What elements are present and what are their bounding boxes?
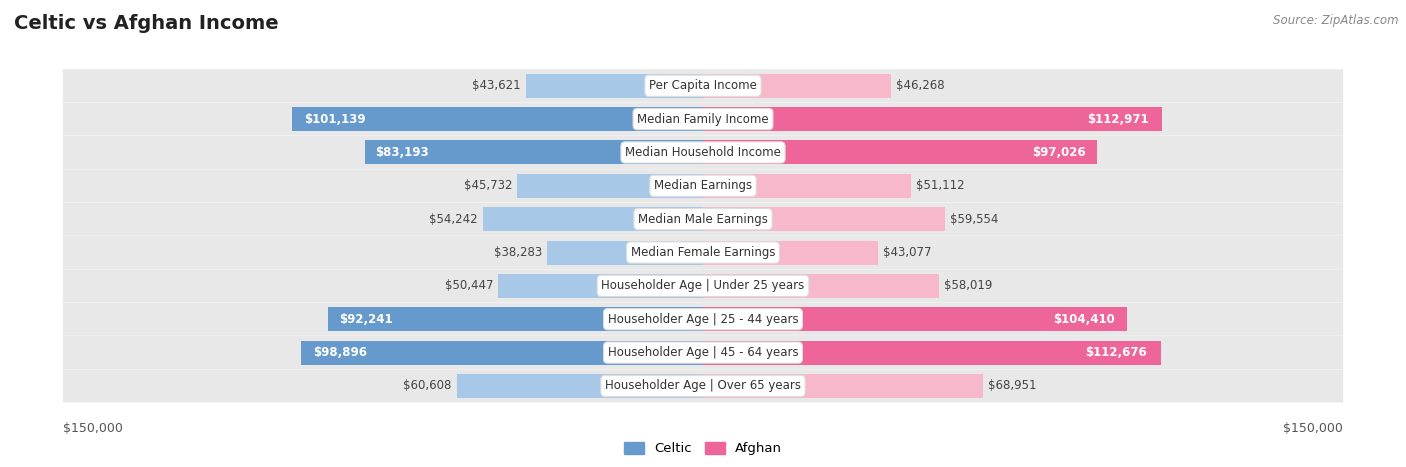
Bar xyxy=(517,174,703,198)
Bar xyxy=(457,374,703,398)
Text: $112,676: $112,676 xyxy=(1085,346,1147,359)
Text: Median Female Earnings: Median Female Earnings xyxy=(631,246,775,259)
Bar xyxy=(703,174,911,198)
Bar xyxy=(547,241,703,264)
Text: $83,193: $83,193 xyxy=(375,146,429,159)
FancyBboxPatch shape xyxy=(63,69,1343,102)
Text: $45,732: $45,732 xyxy=(464,179,512,192)
Bar xyxy=(703,274,939,298)
Text: $112,971: $112,971 xyxy=(1087,113,1149,126)
Text: Celtic vs Afghan Income: Celtic vs Afghan Income xyxy=(14,14,278,33)
Text: $59,554: $59,554 xyxy=(950,212,998,226)
FancyBboxPatch shape xyxy=(63,303,1343,336)
Legend: Celtic, Afghan: Celtic, Afghan xyxy=(619,437,787,460)
Text: $58,019: $58,019 xyxy=(943,279,993,292)
Text: $46,268: $46,268 xyxy=(896,79,945,92)
FancyBboxPatch shape xyxy=(63,203,1343,236)
Bar xyxy=(526,74,703,98)
Bar xyxy=(703,74,891,98)
Text: $43,621: $43,621 xyxy=(472,79,520,92)
Text: Median Male Earnings: Median Male Earnings xyxy=(638,212,768,226)
Text: $50,447: $50,447 xyxy=(444,279,494,292)
Text: $92,241: $92,241 xyxy=(339,313,392,325)
FancyBboxPatch shape xyxy=(63,236,1343,269)
Bar xyxy=(703,141,1097,164)
FancyBboxPatch shape xyxy=(63,269,1343,303)
FancyBboxPatch shape xyxy=(63,336,1343,369)
Text: Per Capita Income: Per Capita Income xyxy=(650,79,756,92)
Bar xyxy=(703,340,1161,365)
Bar xyxy=(482,207,703,231)
Text: $68,951: $68,951 xyxy=(988,380,1036,392)
Bar xyxy=(703,374,983,398)
Text: Median Family Income: Median Family Income xyxy=(637,113,769,126)
Bar xyxy=(498,274,703,298)
Bar xyxy=(292,107,703,131)
Bar xyxy=(703,107,1163,131)
Bar xyxy=(328,307,703,331)
Text: $43,077: $43,077 xyxy=(883,246,931,259)
Text: Median Earnings: Median Earnings xyxy=(654,179,752,192)
Text: Median Household Income: Median Household Income xyxy=(626,146,780,159)
Bar xyxy=(703,207,945,231)
Text: Householder Age | Over 65 years: Householder Age | Over 65 years xyxy=(605,380,801,392)
Bar xyxy=(366,141,703,164)
Text: Householder Age | 45 - 64 years: Householder Age | 45 - 64 years xyxy=(607,346,799,359)
Text: $97,026: $97,026 xyxy=(1032,146,1085,159)
Text: $38,283: $38,283 xyxy=(495,246,543,259)
FancyBboxPatch shape xyxy=(63,103,1343,135)
Text: $101,139: $101,139 xyxy=(304,113,366,126)
Text: $51,112: $51,112 xyxy=(915,179,965,192)
Text: $98,896: $98,896 xyxy=(314,346,367,359)
FancyBboxPatch shape xyxy=(63,136,1343,169)
Text: Householder Age | Under 25 years: Householder Age | Under 25 years xyxy=(602,279,804,292)
Text: $60,608: $60,608 xyxy=(404,380,451,392)
Bar xyxy=(703,307,1128,331)
Bar xyxy=(703,241,879,264)
FancyBboxPatch shape xyxy=(63,170,1343,202)
Text: $54,242: $54,242 xyxy=(429,212,478,226)
FancyBboxPatch shape xyxy=(63,369,1343,403)
Text: Source: ZipAtlas.com: Source: ZipAtlas.com xyxy=(1274,14,1399,27)
Bar xyxy=(301,340,703,365)
Text: $104,410: $104,410 xyxy=(1053,313,1115,325)
Text: Householder Age | 25 - 44 years: Householder Age | 25 - 44 years xyxy=(607,313,799,325)
